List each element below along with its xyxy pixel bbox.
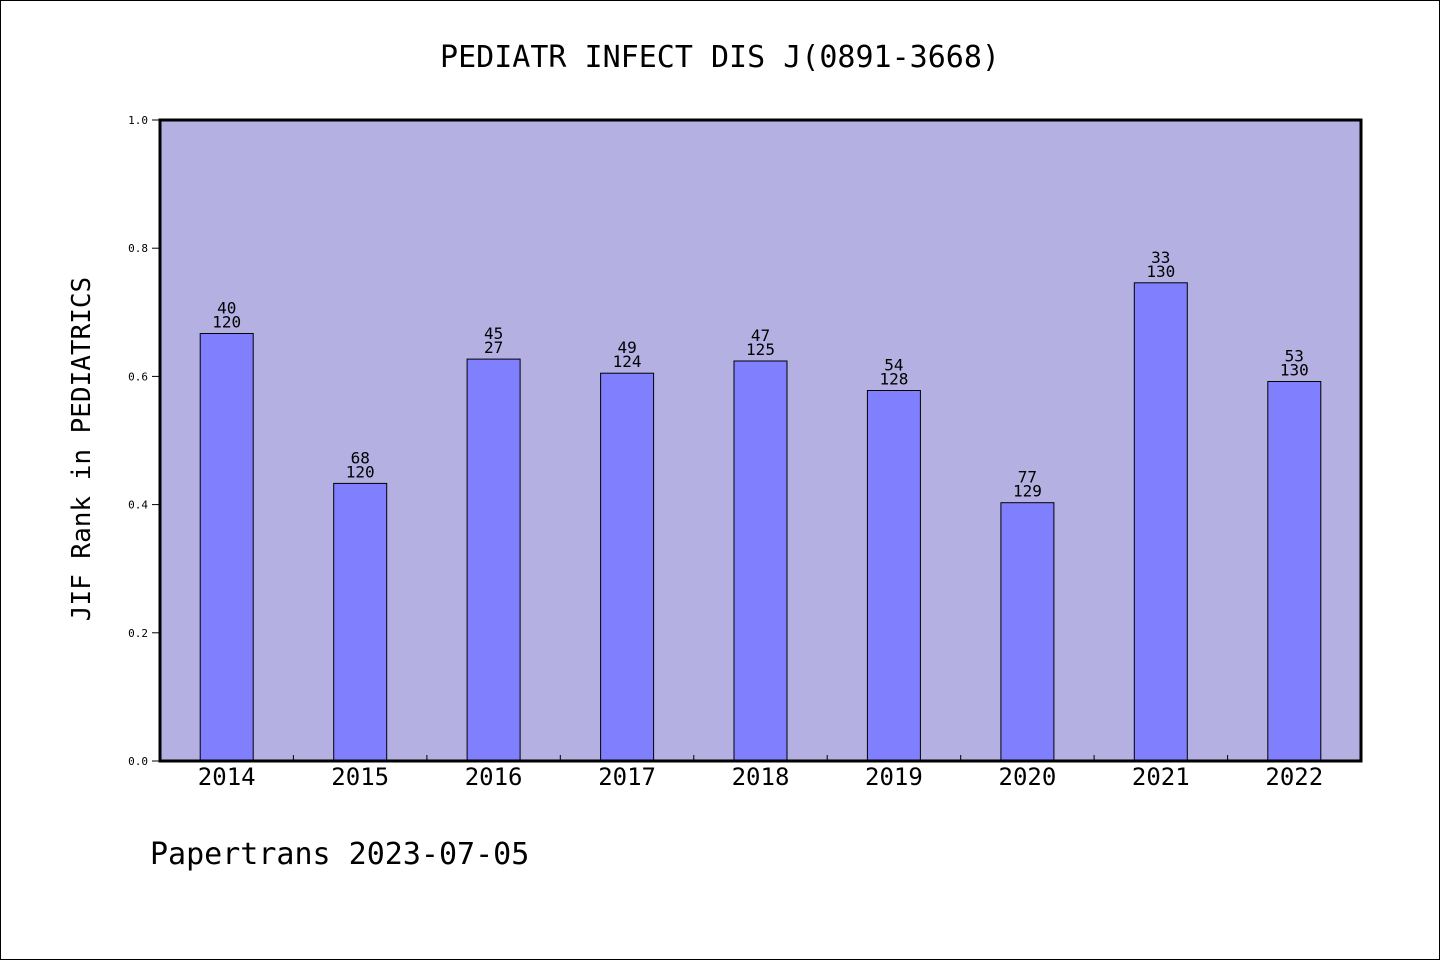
bar-rank-label: 33 — [1151, 248, 1170, 267]
chart-title: PEDIATR INFECT DIS J(0891-3668) — [440, 40, 1000, 75]
y-tick-label: 0.0 — [128, 755, 148, 768]
bar-2015 — [333, 482, 388, 762]
bar-rank-label: 77 — [1018, 468, 1037, 487]
bar-rank-label: 40 — [217, 299, 236, 318]
bar-2022 — [1267, 381, 1322, 762]
x-tick-label: 2018 — [732, 763, 790, 791]
bar-rank-label: 54 — [884, 356, 903, 375]
bar-2020 — [1000, 502, 1055, 762]
y-tick-label: 0.8 — [128, 242, 148, 255]
x-tick-label: 2019 — [865, 763, 923, 791]
x-tick-label: 2022 — [1265, 763, 1323, 791]
x-tick-label: 2021 — [1132, 763, 1190, 791]
bar-rank-label: 49 — [617, 338, 636, 357]
bar-2018 — [733, 360, 788, 762]
bar-total-label: 130 — [1280, 361, 1309, 380]
bar-rank-label: 68 — [351, 448, 370, 467]
bar-2017 — [600, 372, 655, 762]
x-tick-label: 2015 — [331, 763, 389, 791]
bar-rank-label: 53 — [1285, 347, 1304, 366]
bar-2019 — [866, 390, 921, 762]
x-tick-label: 2014 — [198, 763, 256, 791]
bar-total-label: 124 — [613, 352, 642, 371]
x-tick-label: 2016 — [465, 763, 523, 791]
bar-total-label: 130 — [1146, 262, 1175, 281]
x-tick-label: 2017 — [598, 763, 656, 791]
bar-total-label: 125 — [746, 340, 775, 359]
bar-total-label: 128 — [879, 370, 908, 389]
y-tick-label: 0.6 — [128, 370, 148, 383]
bar-total-label: 120 — [346, 462, 375, 481]
y-axis-label: JIF Rank in PEDIATRICS — [67, 277, 97, 621]
bar-2021 — [1133, 282, 1188, 762]
y-tick-label: 0.4 — [128, 499, 148, 512]
bar-rank-label: 45 — [484, 324, 503, 343]
bar-rank-label: 47 — [751, 326, 770, 345]
footer-credit: Papertrans 2023-07-05 — [150, 837, 529, 872]
bar-total-label: 129 — [1013, 482, 1042, 501]
y-tick-label: 1.0 — [128, 114, 148, 127]
y-tick-label: 0.2 — [128, 627, 148, 640]
bar-total-label: 120 — [212, 313, 241, 332]
bar-2016 — [466, 358, 521, 762]
bar-total-label: 27 — [484, 338, 503, 357]
bar-2014 — [199, 333, 254, 762]
plot-border — [158, 118, 1363, 763]
x-tick-label: 2020 — [999, 763, 1057, 791]
